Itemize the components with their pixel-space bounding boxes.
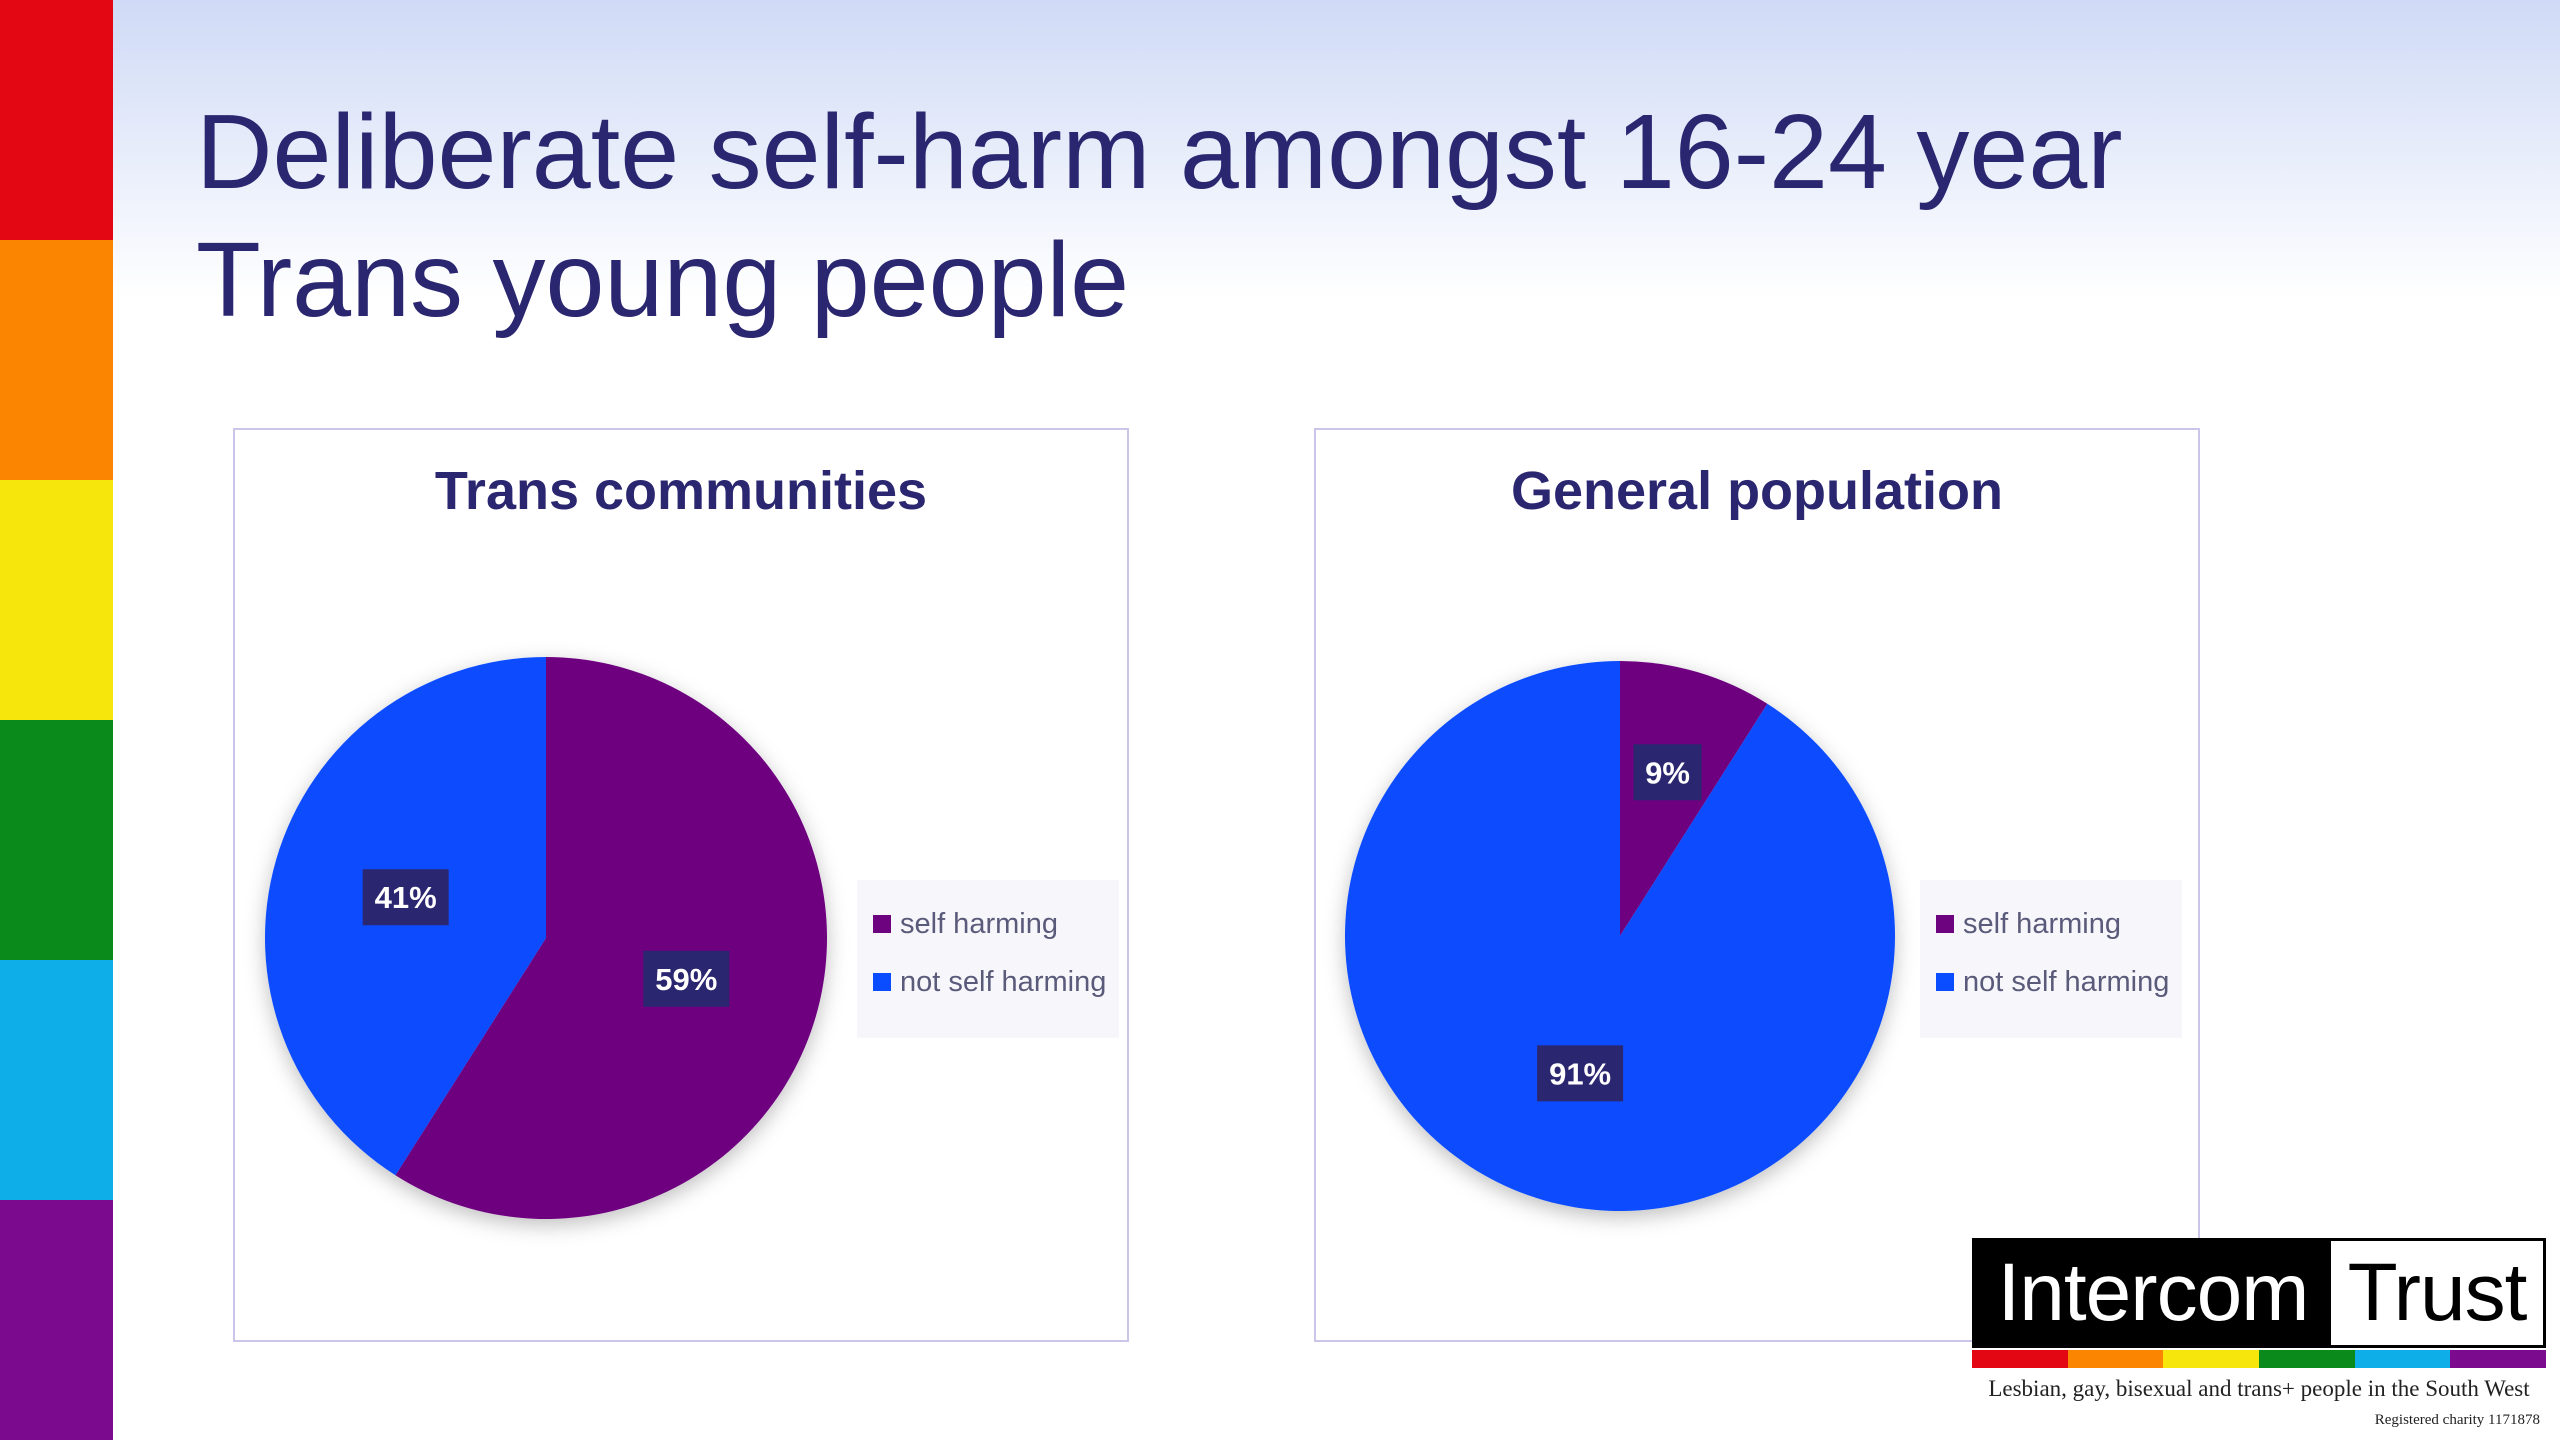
slide-title-line-2: Trans young people bbox=[196, 221, 1130, 339]
data-label-not-self-harming: 91% bbox=[1537, 1045, 1624, 1102]
rainbow-stripe bbox=[0, 0, 113, 240]
legend-swatch bbox=[873, 915, 891, 933]
legend-item-not-self-harming: not self harming bbox=[1936, 962, 2169, 1002]
pie-slice-not-self-harming bbox=[1345, 661, 1895, 1211]
pie-chart: 9% 91% bbox=[1345, 661, 1895, 1211]
legend-item-not-self-harming: not self harming bbox=[873, 962, 1106, 1002]
logo-bar-segment bbox=[2450, 1350, 2547, 1368]
logo-bar-segment bbox=[2067, 1350, 2164, 1368]
pie-slices bbox=[1345, 661, 1895, 1211]
logo-rainbow-bar bbox=[1972, 1350, 2547, 1368]
data-label-box bbox=[1633, 744, 1702, 801]
legend-swatch bbox=[1936, 915, 1954, 933]
data-label-box bbox=[643, 950, 730, 1007]
logo-bar-segment bbox=[2354, 1350, 2451, 1368]
legend-item-self-harming: self harming bbox=[1936, 904, 2121, 944]
rainbow-stripe bbox=[0, 1200, 113, 1440]
logo-charity-number: Registered charity 1171878 bbox=[2374, 1412, 2540, 1428]
data-label-text: 59% bbox=[655, 962, 717, 997]
legend-swatch bbox=[873, 973, 891, 991]
legend-label: not self harming bbox=[1963, 965, 2170, 998]
legend-label: self harming bbox=[1963, 907, 2121, 940]
chart-title: General population bbox=[1510, 461, 2004, 521]
logo-bar-segment bbox=[1972, 1350, 2068, 1368]
rainbow-stripe bbox=[0, 720, 113, 960]
logo-bar-segment bbox=[2259, 1350, 2355, 1368]
legend-item-self-harming: self harming bbox=[873, 904, 1058, 944]
slide-title-line-1: Deliberate self-harm amongst 16-24 year bbox=[196, 93, 2123, 211]
chart-panel-trans-communities: Trans communities 59% 41% self harming no… bbox=[233, 428, 1129, 1342]
data-label-text: 41% bbox=[375, 880, 437, 915]
legend-label: self harming bbox=[900, 907, 1058, 940]
pie-slice-self-harming bbox=[395, 657, 827, 1219]
chart-legend: self harming not self harming bbox=[1920, 880, 2182, 1038]
data-label-not-self-harming: 41% bbox=[362, 869, 449, 926]
data-label-self-harming: 59% bbox=[643, 950, 730, 1007]
data-label-self-harming: 9% bbox=[1633, 744, 1702, 801]
data-label-text: 91% bbox=[1549, 1056, 1611, 1091]
rainbow-stripe bbox=[0, 480, 113, 720]
rainbow-stripe bbox=[0, 240, 113, 480]
logo-bar-segment bbox=[2163, 1350, 2260, 1368]
chart-legend: self harming not self harming bbox=[857, 880, 1119, 1038]
logo-wordmark: Intercom Trust bbox=[1972, 1238, 2546, 1348]
logo-word-trust: Trust bbox=[2331, 1241, 2543, 1345]
pie-chart: 59% 41% bbox=[265, 657, 827, 1219]
data-label-box bbox=[1537, 1045, 1624, 1102]
legend-swatch bbox=[1936, 973, 1954, 991]
chart-title: Trans communities bbox=[434, 461, 928, 521]
data-label-text: 9% bbox=[1645, 755, 1690, 790]
logo-word-intercom: Intercom bbox=[1975, 1241, 2331, 1345]
pie-slices bbox=[265, 657, 827, 1219]
slide-title: Deliberate self-harm amongst 16-24 year … bbox=[196, 88, 2296, 344]
rainbow-stripe-bar bbox=[0, 0, 113, 1440]
chart-panel-general-population: General population 9% 91% self harming no… bbox=[1314, 428, 2200, 1342]
legend-label: not self harming bbox=[900, 965, 1107, 998]
rainbow-stripe bbox=[0, 960, 113, 1200]
intercom-trust-logo: Intercom Trust Lesbian, gay, bisexual an… bbox=[1972, 1238, 2547, 1438]
data-label-box bbox=[362, 869, 449, 926]
logo-tagline: Lesbian, gay, bisexual and trans+ people… bbox=[1988, 1376, 2530, 1401]
